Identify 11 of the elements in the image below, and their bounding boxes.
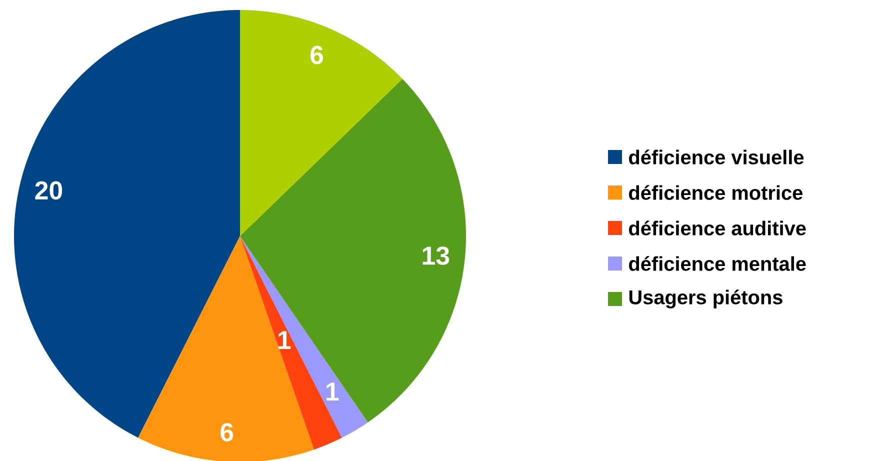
legend-label: Usagers piétons xyxy=(629,290,782,308)
legend-label: déficience motrice xyxy=(629,185,802,200)
legend-label: déficience auditive xyxy=(629,220,806,236)
data-label: 20 xyxy=(35,181,62,200)
data-label: 1 xyxy=(326,382,339,400)
data-label: 6 xyxy=(220,423,234,442)
legend-label: déficience visuelle xyxy=(629,150,804,164)
data-label: 6 xyxy=(310,46,324,64)
legend-label: déficience mentale xyxy=(629,256,806,271)
data-label: 13 xyxy=(422,246,450,265)
data-label: 1 xyxy=(278,331,291,349)
